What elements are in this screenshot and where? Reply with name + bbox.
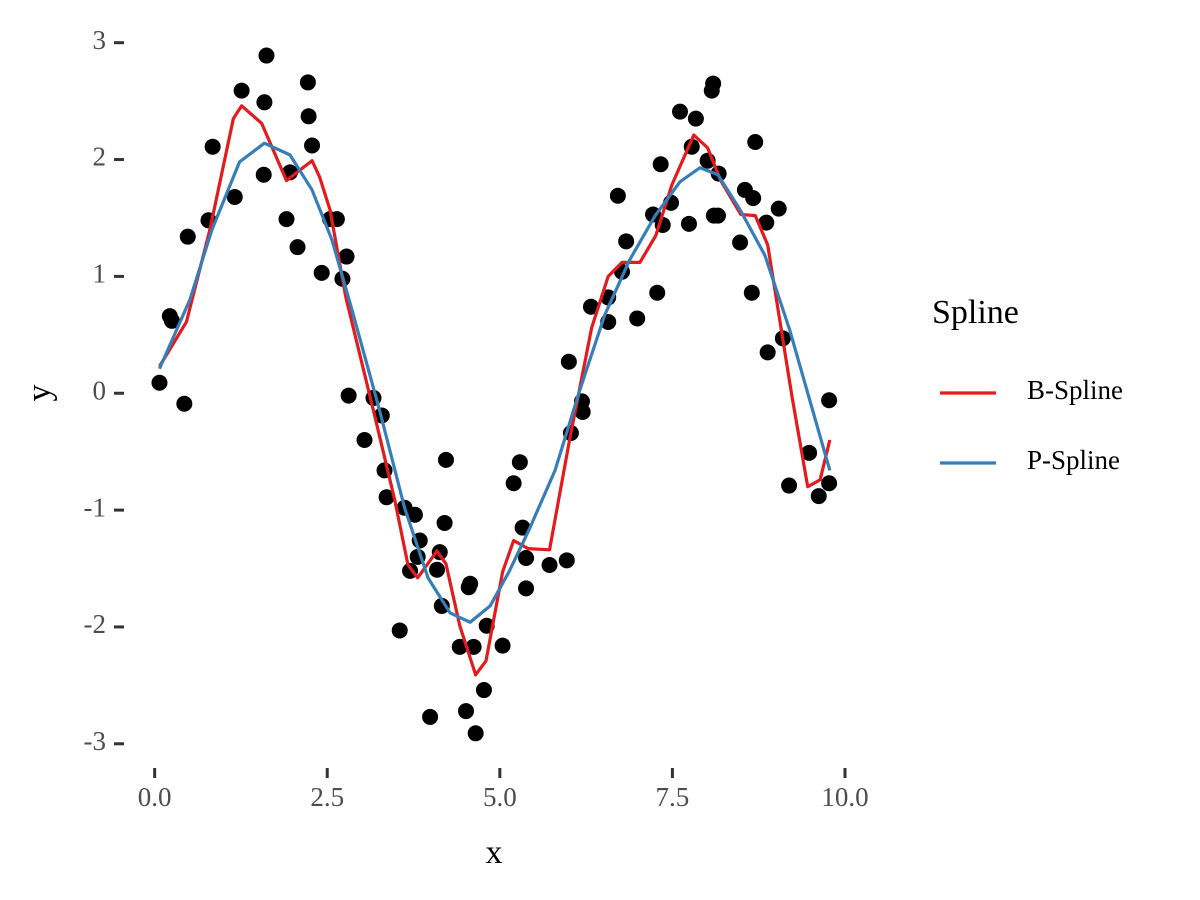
data-point <box>505 475 522 492</box>
data-point <box>437 451 454 468</box>
data-point <box>629 310 646 327</box>
data-point <box>541 557 558 574</box>
data-point <box>299 74 316 91</box>
x-tick-label: 10.0 <box>821 782 868 812</box>
legend-label: B-Spline <box>1027 375 1123 405</box>
data-point <box>378 489 395 506</box>
y-tick-label: 2 <box>93 142 107 172</box>
data-point <box>433 597 450 614</box>
data-point <box>732 234 749 251</box>
data-point <box>226 188 243 205</box>
data-point <box>258 47 275 64</box>
data-point <box>558 552 575 569</box>
data-point <box>518 580 535 597</box>
data-point <box>278 211 295 228</box>
data-point <box>304 137 321 154</box>
data-point <box>163 312 180 329</box>
data-point <box>465 638 482 655</box>
data-point <box>340 387 357 404</box>
x-tick-label: 7.5 <box>656 782 690 812</box>
data-point <box>687 110 704 127</box>
data-point <box>338 248 355 265</box>
data-point <box>356 431 373 448</box>
data-point <box>256 94 273 111</box>
data-point <box>255 166 272 183</box>
data-point <box>391 622 408 639</box>
data-point <box>759 344 776 361</box>
data-point <box>511 454 528 471</box>
data-point <box>652 156 669 173</box>
data-point <box>176 395 193 412</box>
y-tick-label: 1 <box>93 259 107 289</box>
data-point <box>745 190 762 207</box>
data-point <box>758 214 775 231</box>
legend-title: Spline <box>932 294 1019 331</box>
data-point <box>709 207 726 224</box>
data-point <box>457 703 474 720</box>
data-point <box>475 682 492 699</box>
data-point <box>429 561 446 578</box>
data-point <box>313 264 330 281</box>
data-point <box>204 138 221 155</box>
data-point <box>770 200 787 217</box>
y-tick-label: -2 <box>84 609 107 639</box>
data-point <box>467 725 484 742</box>
data-point <box>810 488 827 505</box>
data-point <box>821 392 838 409</box>
x-tick-label: 0.0 <box>138 782 172 812</box>
data-point <box>494 637 511 654</box>
data-point <box>747 134 764 151</box>
data-point <box>582 298 599 315</box>
data-point <box>705 75 722 92</box>
data-point <box>618 233 635 250</box>
y-tick-label: -3 <box>84 726 107 756</box>
data-point <box>781 477 798 494</box>
data-point <box>821 475 838 492</box>
data-point <box>151 374 168 391</box>
data-point <box>436 514 453 531</box>
data-point <box>574 403 591 420</box>
x-tick-label: 5.0 <box>483 782 517 812</box>
y-tick-label: -1 <box>84 492 107 522</box>
data-point <box>422 708 439 725</box>
x-axis-title: x <box>486 834 503 871</box>
data-point <box>300 108 317 125</box>
data-point <box>609 187 626 204</box>
legend-label: P-Spline <box>1027 445 1120 475</box>
data-point <box>801 444 818 461</box>
x-tick-label: 2.5 <box>310 782 344 812</box>
data-point <box>680 215 697 232</box>
data-point <box>672 103 689 120</box>
y-tick-label: 3 <box>93 25 107 55</box>
y-axis-title: y <box>21 385 58 402</box>
data-point <box>518 550 535 567</box>
data-point <box>743 284 760 301</box>
data-point <box>560 353 577 370</box>
data-point <box>289 239 306 256</box>
data-point <box>406 506 423 523</box>
data-point <box>462 575 479 592</box>
data-point <box>179 228 196 245</box>
y-tick-label: 0 <box>93 375 107 405</box>
data-point <box>649 284 666 301</box>
spline-line <box>158 141 832 624</box>
data-point <box>233 82 250 99</box>
